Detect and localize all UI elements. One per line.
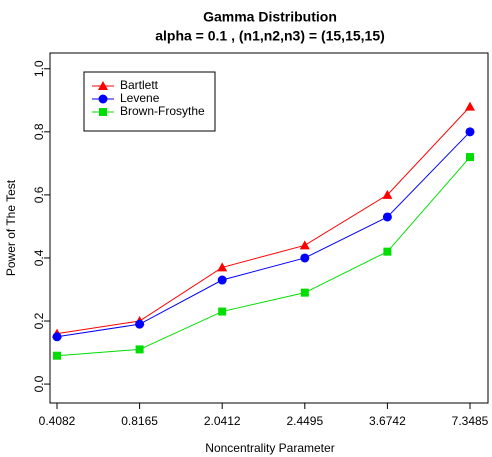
x-tick-label: 7.3485 <box>452 414 489 428</box>
marker <box>382 189 393 199</box>
legend-label: Brown-Frosythe <box>120 104 205 118</box>
marker <box>99 108 107 116</box>
y-axis-label: Power of The Test <box>4 179 18 276</box>
marker <box>135 319 145 329</box>
marker <box>52 332 62 342</box>
series-line <box>56 156 471 357</box>
y-tick-label: 0.6 <box>32 186 46 203</box>
marker <box>135 345 144 354</box>
x-tick-label: 2.4495 <box>286 414 323 428</box>
marker <box>217 275 227 285</box>
marker <box>217 262 228 272</box>
x-axis-label: Noncentrality Parameter <box>205 441 334 455</box>
marker <box>300 253 310 263</box>
marker <box>465 127 475 137</box>
y-tick-label: 1.0 <box>32 60 46 77</box>
marker <box>218 307 227 316</box>
marker <box>299 240 310 250</box>
chart-subtitle: alpha = 0.1 , (n1,n2,n3) = (15,15,15) <box>155 28 385 44</box>
legend-label: Bartlett <box>120 78 159 92</box>
x-tick-label: 0.8165 <box>121 414 158 428</box>
y-tick-label: 0.4 <box>32 249 46 266</box>
marker <box>383 247 392 256</box>
marker <box>98 94 108 104</box>
y-tick-label: 0.0 <box>32 375 46 392</box>
chart-title: Gamma Distribution <box>203 9 337 25</box>
marker <box>300 288 309 297</box>
y-tick-label: 0.8 <box>32 123 46 140</box>
x-tick-label: 0.4082 <box>39 414 76 428</box>
legend-label: Levene <box>120 91 160 105</box>
plot-frame <box>49 52 489 404</box>
series-line <box>56 131 471 338</box>
y-tick-label: 0.2 <box>32 312 46 329</box>
x-tick-label: 2.0412 <box>204 414 241 428</box>
marker <box>53 351 61 360</box>
marker <box>382 212 392 222</box>
marker <box>466 153 474 162</box>
marker <box>465 101 475 111</box>
series-line <box>56 106 471 335</box>
x-tick-label: 3.6742 <box>369 414 406 428</box>
marker <box>98 81 108 90</box>
